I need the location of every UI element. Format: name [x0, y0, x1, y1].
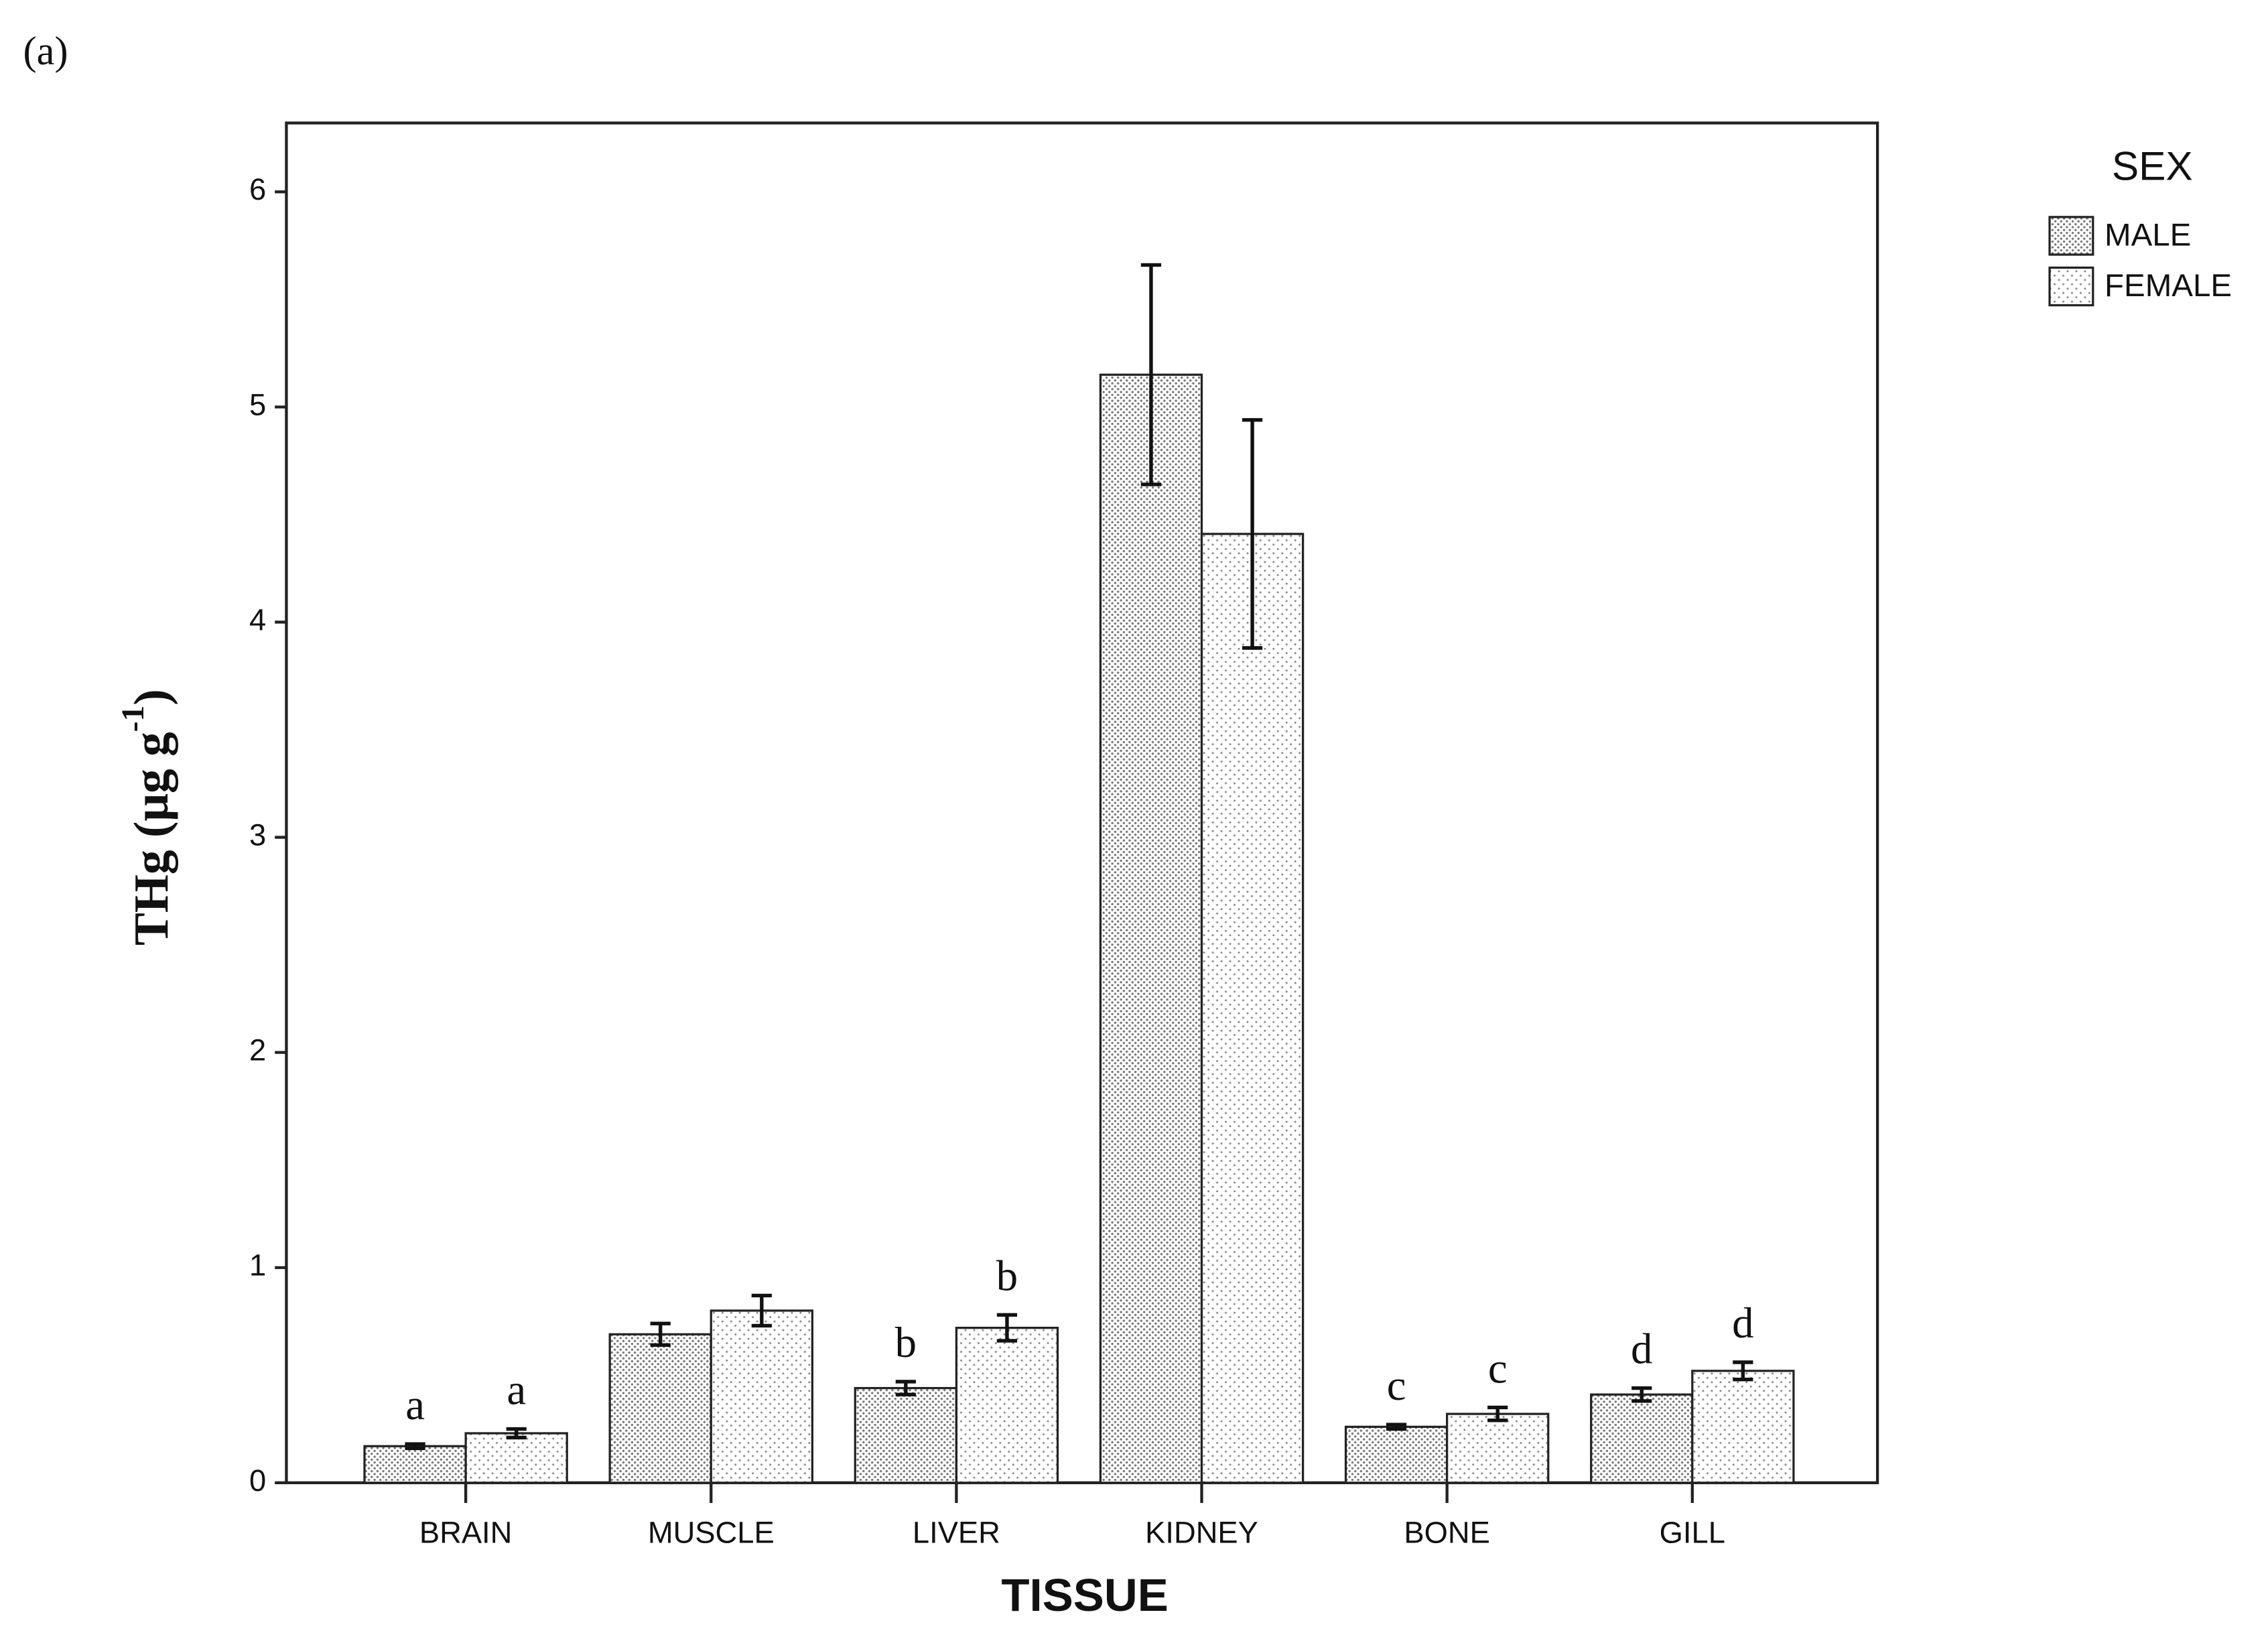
- bar: [1099, 373, 1203, 1484]
- error-bar: [751, 1293, 772, 1328]
- significance-letter: d: [1631, 1325, 1652, 1374]
- bar: [955, 1327, 1059, 1484]
- y-tick-label: 6: [249, 172, 266, 206]
- error-bar: [1631, 1386, 1652, 1403]
- bar: [854, 1386, 958, 1484]
- bar: [1691, 1370, 1795, 1484]
- legend-label: FEMALE: [2105, 268, 2232, 304]
- significance-letter: c: [1387, 1362, 1406, 1410]
- error-bar: [996, 1313, 1018, 1343]
- x-tick-label: BRAIN: [419, 1515, 513, 1549]
- y-axis-title-main: THg (μg g: [124, 732, 178, 945]
- y-tick-label: 2: [249, 1033, 266, 1067]
- error-bar: [1733, 1360, 1753, 1382]
- error-bar: [1386, 1423, 1407, 1431]
- bar: [464, 1432, 568, 1484]
- y-tick-label: 4: [249, 602, 266, 637]
- x-tick-label: LIVER: [913, 1515, 1000, 1549]
- x-tick-label: KIDNEY: [1145, 1515, 1258, 1549]
- bar: [363, 1445, 467, 1484]
- y-tick-label: 3: [249, 818, 266, 852]
- error-bar: [650, 1321, 671, 1348]
- legend-title: SEX: [2112, 143, 2193, 189]
- bar: [1344, 1425, 1449, 1484]
- legend-label: MALE: [2105, 218, 2191, 253]
- bar: [710, 1309, 814, 1484]
- significance-letter: b: [895, 1319, 917, 1367]
- error-bar: [506, 1427, 527, 1440]
- error-bar: [895, 1380, 916, 1396]
- error-bar: [405, 1442, 425, 1451]
- y-tick-label: 5: [249, 387, 266, 421]
- significance-letter: a: [405, 1381, 425, 1429]
- error-bar: [1140, 263, 1162, 486]
- x-axis-title: TISSUE: [1001, 1569, 1169, 1621]
- bar: [1590, 1393, 1694, 1484]
- bar: [1446, 1413, 1550, 1484]
- y-axis-title: THg (μg g-1): [116, 689, 178, 945]
- legend-swatch: [2048, 216, 2094, 256]
- y-axis-title-sup: -1: [116, 706, 151, 732]
- significance-letter: c: [1488, 1344, 1508, 1392]
- x-tick-label: GILL: [1660, 1515, 1725, 1549]
- x-tick-label: BONE: [1404, 1515, 1489, 1549]
- bar: [608, 1333, 712, 1484]
- legend-swatch: [2048, 266, 2094, 307]
- error-bar: [1487, 1405, 1508, 1423]
- y-axis-title-close: ): [124, 689, 178, 705]
- panel-label: (a): [23, 29, 68, 74]
- significance-letter: a: [507, 1366, 526, 1415]
- plot-frame: [285, 121, 1879, 1484]
- y-tick-label: 0: [249, 1463, 266, 1498]
- error-bar: [1242, 417, 1263, 650]
- y-tick-label: 1: [249, 1248, 266, 1283]
- significance-letter: b: [996, 1252, 1018, 1300]
- x-tick-label: MUSCLE: [648, 1515, 775, 1549]
- bar: [1200, 533, 1305, 1484]
- significance-letter: d: [1732, 1299, 1753, 1348]
